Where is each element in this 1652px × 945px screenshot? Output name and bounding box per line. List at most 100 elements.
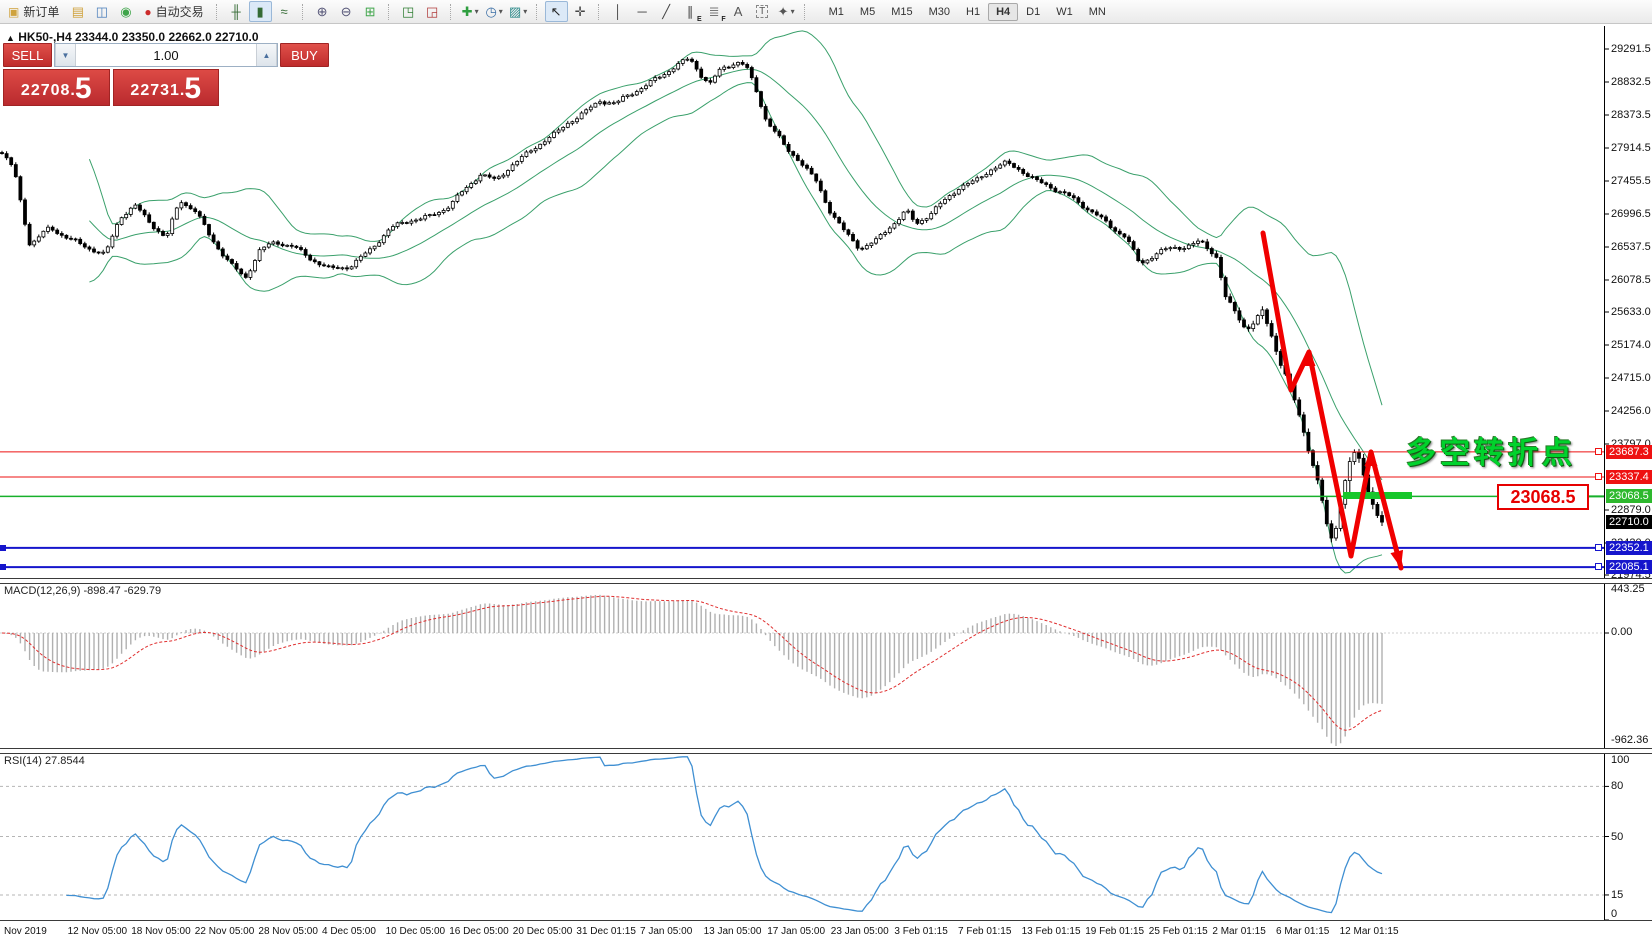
time-axis-label: 7 Jan 05:00 <box>640 926 693 937</box>
time-axis-label: 7 Feb 01:15 <box>958 926 1012 937</box>
sell-price-pip: 5 <box>74 72 92 105</box>
equidistant-channel-icon[interactable]: ∥ E <box>679 1 702 24</box>
time-axis-label: 12 Nov 05:00 <box>67 926 128 937</box>
tile-windows-icon[interactable]: ⊞ <box>359 1 382 22</box>
new-chart-glyph-icon: ✚ <box>461 3 473 19</box>
symbol-marker-icon: ▲ <box>6 33 15 43</box>
volume-input[interactable] <box>76 44 256 66</box>
price-badge: 23068.5 <box>1606 489 1652 504</box>
timeframe-h1[interactable]: H1 <box>966 5 981 18</box>
sell-price-display[interactable]: 22708. 5 <box>3 69 110 106</box>
timeframe-m1[interactable]: M1 <box>828 5 844 18</box>
price-axis-label: 24715.0 <box>1611 372 1651 384</box>
rsi-scale-label: 50 <box>1611 830 1624 843</box>
volume-increase-button[interactable]: ▲ <box>256 44 277 66</box>
time-axis-label: 23 Jan 05:00 <box>830 926 889 937</box>
zoom-out-icon[interactable]: ⊖ <box>335 1 358 22</box>
panel-separator-rsi[interactable] <box>0 748 1652 754</box>
fibonacci-icon[interactable]: ≣ F <box>703 1 726 24</box>
buy-price-display[interactable]: 22731. 5 <box>112 69 219 106</box>
time-axis-label: 16 Dec 05:00 <box>449 926 509 937</box>
volume-decrease-button[interactable]: ▼ <box>55 44 76 66</box>
template-icon-caret-icon[interactable]: ▾ <box>523 7 528 16</box>
autotrading-button[interactable]: ● 自动交易 <box>138 1 209 22</box>
toolbar-separator <box>803 3 807 20</box>
timeframe-mn[interactable]: MN <box>1088 5 1106 18</box>
fibonacci-icon-sub: F <box>721 16 726 23</box>
text-icon[interactable]: A <box>727 1 750 22</box>
candlestick-chart-icon[interactable]: ▮ <box>248 1 272 22</box>
new-chart-icon[interactable]: ✚ ▾ <box>459 1 482 22</box>
equidistant-channel-icon-sub: E <box>696 16 702 23</box>
turning-point-annotation[interactable]: 多空转折点 <box>1406 437 1576 470</box>
vertical-line-icon[interactable]: │ <box>607 1 630 22</box>
line-left-handle[interactable] <box>0 544 6 551</box>
cascade-charts-icon[interactable]: ◲ <box>421 1 444 22</box>
caret-up-icon: ▲ <box>262 50 271 60</box>
timeframe-h4[interactable]: H4 <box>988 2 1019 21</box>
chart-symbol-period: HK50-,H4 <box>18 30 72 44</box>
data-window-icon[interactable]: ◫ <box>90 1 113 22</box>
macd-scale-top: 443.25 <box>1611 583 1645 595</box>
timeframe-m5[interactable]: M5 <box>859 5 876 18</box>
ohlc-low: 22662.0 <box>168 30 212 44</box>
zoom-in-icon[interactable]: ⊕ <box>311 1 334 22</box>
time-axis-label: 17 Jan 05:00 <box>767 926 826 937</box>
cursor-glyph-icon: ↖ <box>550 3 562 19</box>
cascade-charts-glyph-icon: ◲ <box>425 3 439 19</box>
line-anchor-handle[interactable] <box>1595 543 1602 551</box>
line-anchor-handle[interactable] <box>1595 473 1602 481</box>
crosshair-glyph-icon: ✛ <box>574 3 586 19</box>
fibonacci-glyph-icon: ≣ <box>708 3 720 19</box>
toolbar-separator <box>387 3 391 20</box>
trendline-icon[interactable]: ╱ <box>655 1 678 22</box>
timeframe-w1[interactable]: W1 <box>1056 5 1073 18</box>
sell-price-main: 22708 <box>20 82 71 99</box>
toolbar: ▣ 新订单 ▤ ◫ ◉ ● 自动交易 ╫ ▮ ≈ ⊕ ⊖ ⊞ ◳ ◲ ✚ ▾ ◷ ▾ ▨ ▾ ↖ ✛ │ ─ ╱ ∥ E ≣ F A T ✦ ▾ M… <box>0 0 1652 24</box>
line-chart-icon[interactable]: ≈ <box>273 1 296 22</box>
macd-label: MACD(12,26,9) -898.47 -629.79 <box>4 585 162 597</box>
new-order-button[interactable]: ▣ 新订单 <box>2 1 65 22</box>
buy-button[interactable]: BUY <box>280 43 329 67</box>
equidistant-channel-glyph-icon: ∥ <box>686 3 694 19</box>
arrange-charts-icon[interactable]: ◳ <box>397 1 420 22</box>
cursor-icon[interactable]: ↖ <box>544 1 568 22</box>
timeframe-m15[interactable]: M15 <box>891 5 913 18</box>
line-left-handle[interactable] <box>0 564 6 571</box>
timeframe-d1[interactable]: D1 <box>1026 5 1041 18</box>
market-watch-icon[interactable]: ▤ <box>66 1 89 22</box>
text-label-icon[interactable]: T <box>751 1 774 22</box>
horizontal-line-icon[interactable]: ─ <box>631 1 654 22</box>
shapes-icon-caret-icon[interactable]: ▾ <box>790 7 795 16</box>
time-axis-label: 4 Dec 05:00 <box>322 926 376 937</box>
period-icon-caret-icon[interactable]: ▾ <box>498 7 503 16</box>
price-axis-label: 25174.0 <box>1611 339 1651 351</box>
navigator-icon[interactable]: ◉ <box>114 1 137 22</box>
shapes-icon[interactable]: ✦ ▾ <box>775 1 798 22</box>
price-axis-label: 26537.5 <box>1611 240 1651 253</box>
panel-separator-macd[interactable] <box>0 578 1652 584</box>
timeframe-m30[interactable]: M30 <box>928 5 950 18</box>
toolbar-separator <box>535 3 539 20</box>
time-axis-label: 25 Feb 01:15 <box>1148 926 1208 937</box>
price-flag-label[interactable]: 23068.5 <box>1497 484 1589 510</box>
buy-price-dot: . <box>179 82 185 99</box>
sell-button[interactable]: SELL <box>3 43 52 67</box>
price-badge: 23337.4 <box>1606 470 1652 485</box>
tile-windows-glyph-icon: ⊞ <box>364 3 376 19</box>
toolbar-separator <box>597 3 601 20</box>
text-glyph-icon: A <box>733 4 743 19</box>
buy-price-pip: 5 <box>184 72 202 105</box>
time-axis-label: Nov 2019 <box>4 926 47 937</box>
price-badge: 22085.1 <box>1606 560 1652 575</box>
period-icon[interactable]: ◷ ▾ <box>483 1 506 22</box>
line-anchor-handle[interactable] <box>1595 563 1602 571</box>
template-icon[interactable]: ▨ ▾ <box>507 1 530 22</box>
time-axis-label: 19 Feb 01:15 <box>1085 926 1145 937</box>
price-axis-label: 25633.0 <box>1611 306 1651 318</box>
bar-chart-icon[interactable]: ╫ <box>225 1 248 22</box>
new-chart-icon-caret-icon[interactable]: ▾ <box>474 7 479 16</box>
crosshair-icon[interactable]: ✛ <box>569 1 592 22</box>
line-anchor-handle[interactable] <box>1595 447 1602 455</box>
